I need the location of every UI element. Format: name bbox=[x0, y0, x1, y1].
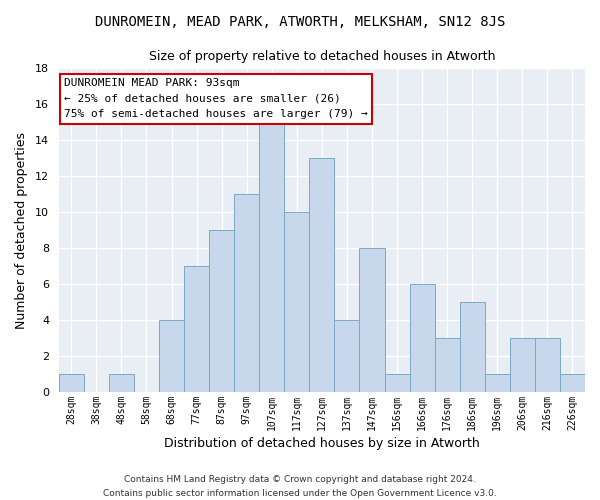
Bar bbox=[159, 320, 184, 392]
Bar bbox=[510, 338, 535, 392]
Bar bbox=[359, 248, 385, 392]
Bar bbox=[334, 320, 359, 392]
Bar bbox=[460, 302, 485, 392]
Text: Contains HM Land Registry data © Crown copyright and database right 2024.
Contai: Contains HM Land Registry data © Crown c… bbox=[103, 476, 497, 498]
Bar bbox=[560, 374, 585, 392]
X-axis label: Distribution of detached houses by size in Atworth: Distribution of detached houses by size … bbox=[164, 437, 480, 450]
Bar bbox=[259, 122, 284, 392]
Y-axis label: Number of detached properties: Number of detached properties bbox=[15, 132, 28, 328]
Text: DUNROMEIN, MEAD PARK, ATWORTH, MELKSHAM, SN12 8JS: DUNROMEIN, MEAD PARK, ATWORTH, MELKSHAM,… bbox=[95, 15, 505, 29]
Bar bbox=[535, 338, 560, 392]
Bar bbox=[234, 194, 259, 392]
Bar bbox=[209, 230, 234, 392]
Bar bbox=[385, 374, 410, 392]
Bar bbox=[59, 374, 84, 392]
Bar bbox=[109, 374, 134, 392]
Title: Size of property relative to detached houses in Atworth: Size of property relative to detached ho… bbox=[149, 50, 495, 63]
Bar bbox=[434, 338, 460, 392]
Bar bbox=[485, 374, 510, 392]
Bar bbox=[184, 266, 209, 392]
Bar bbox=[310, 158, 334, 392]
Bar bbox=[284, 212, 310, 392]
Text: DUNROMEIN MEAD PARK: 93sqm
← 25% of detached houses are smaller (26)
75% of semi: DUNROMEIN MEAD PARK: 93sqm ← 25% of deta… bbox=[64, 78, 368, 119]
Bar bbox=[410, 284, 434, 392]
